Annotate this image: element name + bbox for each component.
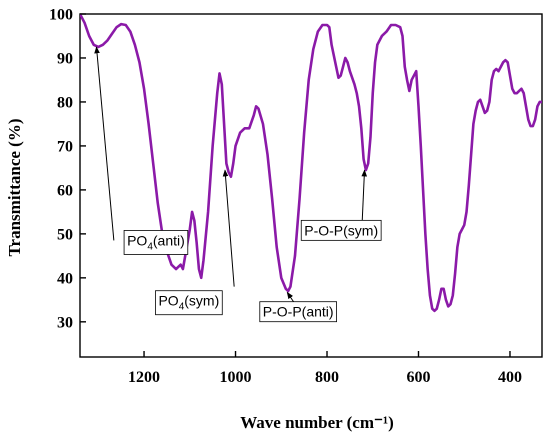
y-tick-label: 40 <box>57 270 73 287</box>
annotation-text: PO4(sym) <box>158 293 219 313</box>
x-tick-label: 1200 <box>128 369 160 386</box>
y-axis-label: Transmittance (%) <box>5 118 24 256</box>
x-tick-label: 800 <box>315 369 339 386</box>
annotation-box <box>123 230 189 255</box>
annotation-pop-sym: P-O-P(sym) <box>300 219 382 241</box>
series-line-0 <box>80 14 542 313</box>
x-tick-label: 400 <box>498 369 522 386</box>
y-tick-label: 100 <box>49 7 73 24</box>
po4-anti-arrow <box>94 46 115 241</box>
annotation-box <box>300 219 382 241</box>
annotation-po4-sym: PO4(sym) <box>155 290 223 316</box>
x-tick-label: 1000 <box>220 369 252 386</box>
po4-sym-arrow <box>222 169 235 287</box>
y-tick-label: 50 <box>57 226 73 243</box>
x-axis-label: Wave number (cm⁻¹) <box>240 413 394 432</box>
series-group <box>80 14 542 313</box>
annotations-group: PO4(anti) PO4(sym) P-O-P(anti) P-O-P(sym) <box>123 219 382 323</box>
annotation-text: P-O-P(anti) <box>263 304 334 320</box>
annotation-text: P-O-P(sym) <box>304 222 378 238</box>
y-tick-label: 60 <box>57 182 73 199</box>
annotation-box <box>155 290 223 316</box>
annotation-pop-anti: P-O-P(anti) <box>259 301 337 323</box>
annotation-text: PO4(anti) <box>127 232 185 252</box>
pop-sym-arrow <box>361 169 368 221</box>
plot-frame <box>79 13 543 358</box>
ticks-group: 1200 1000 800 600 400 30 40 50 60 70 80 90 100 <box>49 7 522 387</box>
annotation-po4-anti: PO4(anti) <box>123 230 189 255</box>
annotation-box <box>259 301 337 323</box>
y-tick-label: 90 <box>57 50 73 67</box>
y-tick-label: 80 <box>57 94 73 111</box>
axes <box>79 13 543 358</box>
x-tick-label: 600 <box>406 369 430 386</box>
y-tick-label: 30 <box>57 314 73 331</box>
y-tick-label: 70 <box>57 138 73 155</box>
